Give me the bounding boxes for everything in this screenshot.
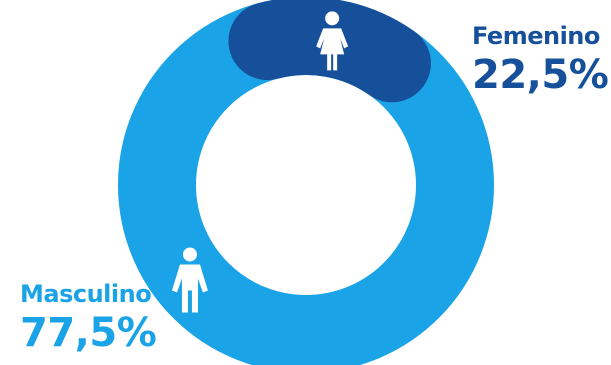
masculino-series-label: Masculino — [20, 280, 152, 308]
female-person-icon — [316, 11, 349, 71]
slice-icons — [171, 11, 349, 313]
femenino-value-label: 22,5% — [472, 52, 609, 98]
masculino-value-label: 77,5% — [20, 310, 157, 356]
femenino-series-label: Femenino — [472, 22, 600, 50]
male-person-icon — [171, 247, 208, 313]
donut-slices — [118, 0, 494, 365]
